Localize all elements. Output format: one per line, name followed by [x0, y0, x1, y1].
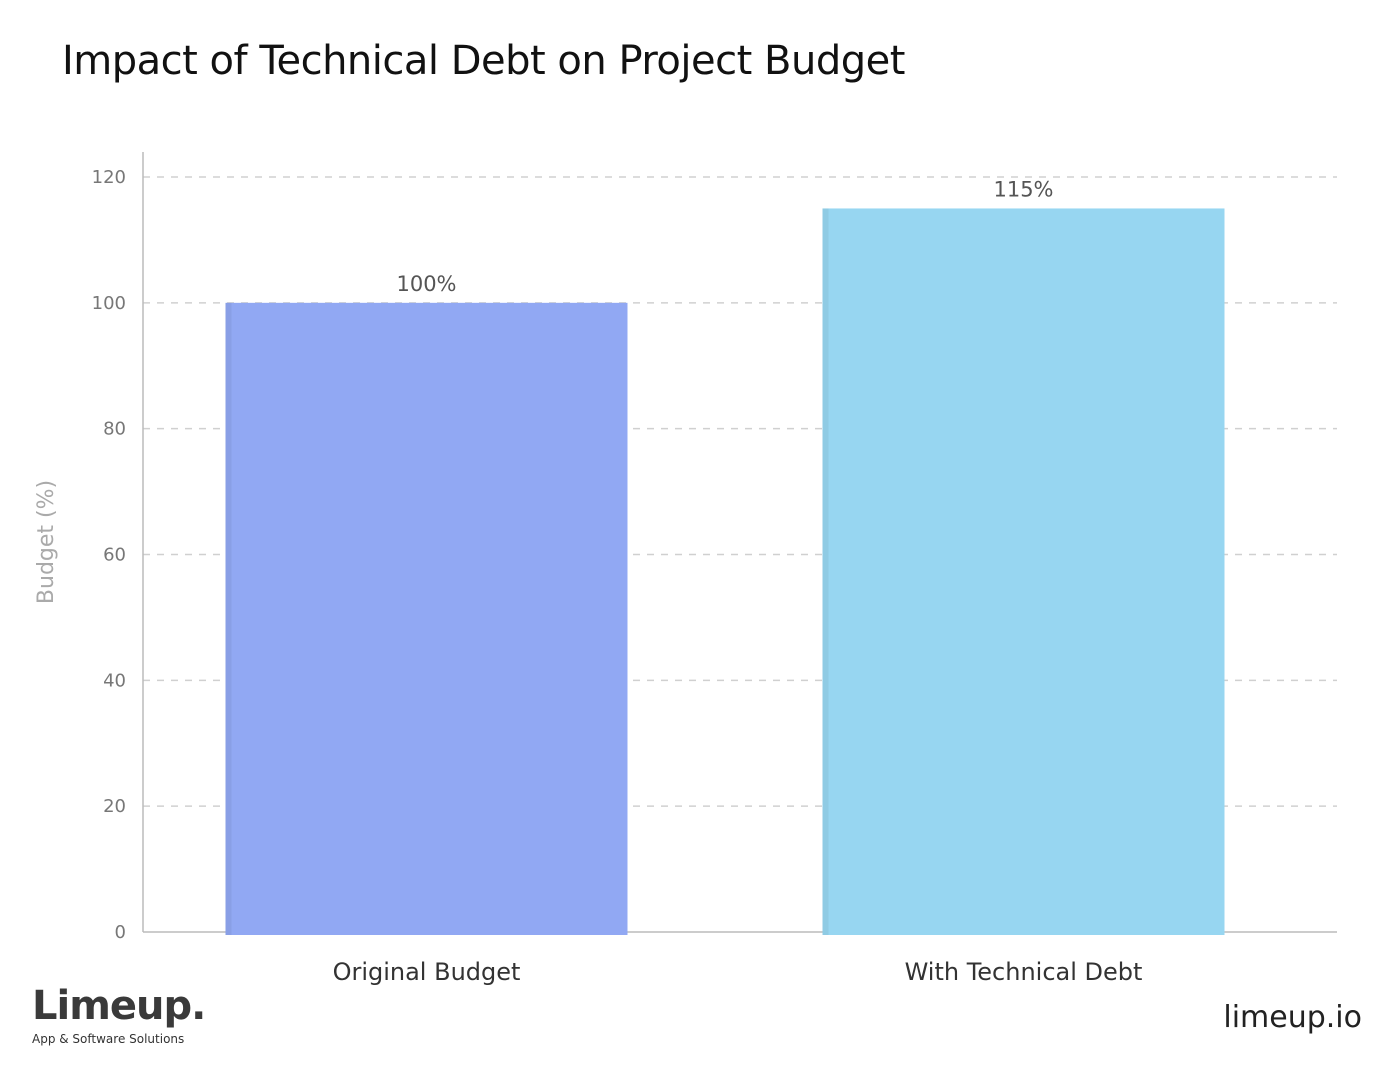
bar-original-budget	[225, 302, 628, 935]
logo-name: Limeup.	[32, 983, 206, 1029]
y-tick-label: 60	[103, 545, 126, 566]
y-tick-label: 100	[92, 293, 126, 314]
y-tick-label: 80	[103, 419, 126, 440]
y-tick-label: 120	[92, 167, 126, 188]
y-axis-label: Budget (%)	[34, 480, 59, 604]
x-tick-label: Original Budget	[333, 958, 521, 986]
website-link[interactable]: limeup.io	[1223, 1000, 1362, 1035]
y-tick-label: 20	[103, 796, 126, 817]
logo-tagline: App & Software Solutions	[32, 1032, 185, 1046]
bar-shadow	[225, 302, 232, 935]
bar-data-label: 115%	[993, 177, 1053, 201]
bar-with-technical-debt	[822, 208, 1225, 936]
bar-data-label: 100%	[396, 272, 456, 296]
y-tick-label: 40	[103, 670, 126, 691]
y-tick-label: 0	[115, 922, 126, 943]
x-tick-label: With Technical Debt	[905, 958, 1143, 986]
bar-shadow	[822, 208, 829, 936]
chart-title: Impact of Technical Debt on Project Budg…	[62, 38, 905, 84]
limeup-logo: Limeup. App & Software Solutions	[32, 983, 206, 1046]
